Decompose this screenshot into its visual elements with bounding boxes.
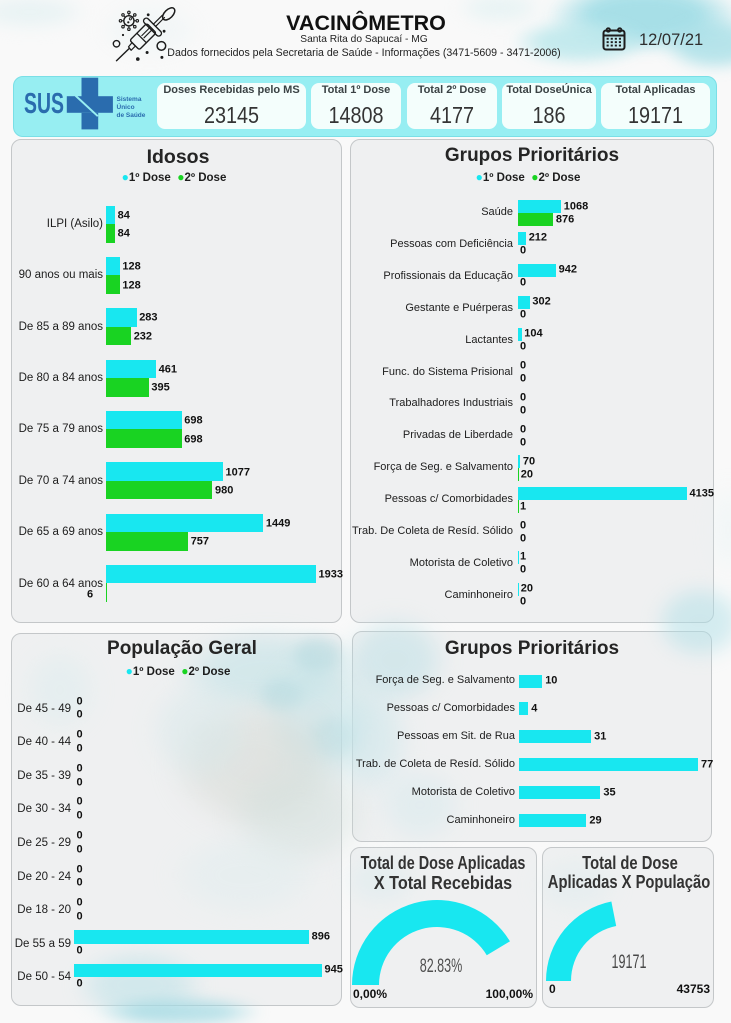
svg-text:Único: Único (117, 102, 135, 111)
svg-text:Sistema: Sistema (117, 96, 142, 103)
svg-text:de Saúde: de Saúde (117, 112, 146, 119)
